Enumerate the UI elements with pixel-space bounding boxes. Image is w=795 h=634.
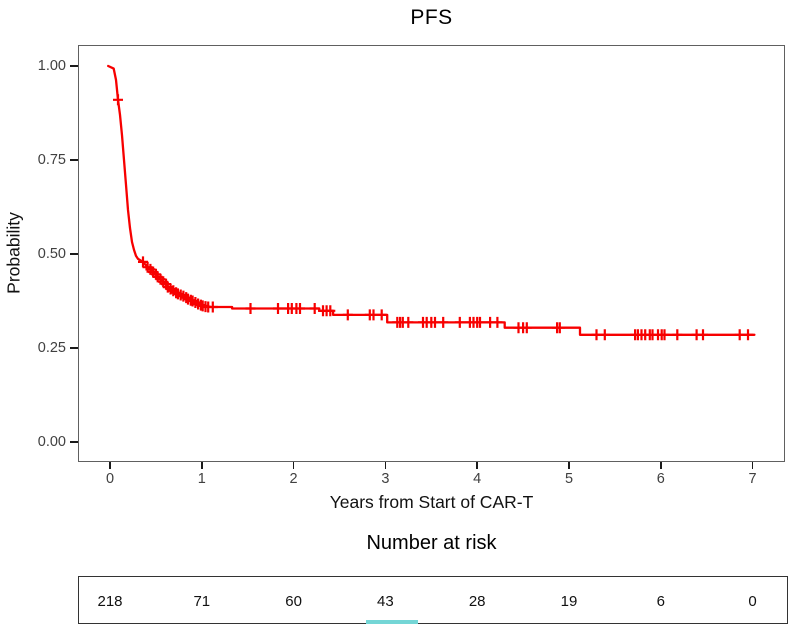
censor-marks	[113, 94, 753, 341]
y-tick-mark	[70, 253, 78, 255]
x-tick-label: 7	[748, 471, 757, 487]
risk-count: 0	[748, 593, 757, 610]
risk-count: 218	[97, 593, 123, 610]
x-tick-mark	[568, 461, 570, 469]
y-tick-label: 1.00	[37, 57, 66, 74]
y-tick-label: 0.00	[37, 433, 66, 450]
x-tick-label: 6	[656, 471, 665, 487]
x-tick-mark	[751, 461, 754, 469]
x-tick-mark	[109, 461, 111, 469]
x-tick-mark	[476, 461, 479, 469]
km-curve-canvas	[107, 64, 756, 341]
risk-count: 60	[285, 593, 302, 610]
y-tick-mark	[70, 159, 78, 161]
y-tick-mark	[70, 441, 78, 443]
x-tick-mark	[200, 461, 203, 469]
x-tick-mark	[659, 461, 662, 469]
x-axis-label: Years from Start of CAR-T	[329, 492, 534, 512]
y-tick-mark	[70, 347, 78, 349]
plot-panel	[78, 45, 785, 462]
x-tick-label: 3	[381, 471, 390, 487]
plot-title: PFS	[410, 6, 453, 29]
risk-table-title: Number at risk	[366, 532, 497, 554]
x-tick-label: 5	[564, 471, 574, 487]
x-tick-label: 0	[105, 471, 115, 487]
risk-count: 71	[193, 593, 211, 610]
risk-count: 28	[468, 593, 486, 610]
y-tick-label: 0.25	[37, 339, 66, 356]
y-tick-mark	[70, 65, 78, 67]
x-tick-label: 1	[197, 471, 206, 487]
x-tick-mark	[292, 461, 295, 469]
x-tick-label: 2	[289, 471, 298, 487]
risk-table	[78, 576, 788, 624]
km-curve	[107, 64, 756, 336]
risk-count: 19	[560, 593, 578, 610]
x-tick-label: 4	[473, 471, 482, 487]
y-tick-label: 0.75	[37, 151, 66, 168]
risk-count: 43	[377, 593, 394, 610]
x-tick-mark	[384, 461, 387, 469]
highlight-underline	[366, 620, 418, 624]
risk-count: 6	[656, 593, 665, 610]
y-tick-label: 0.50	[37, 245, 66, 262]
